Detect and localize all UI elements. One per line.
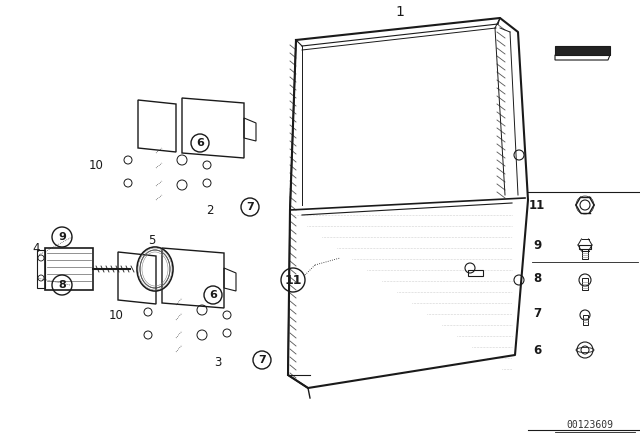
Text: 3: 3 bbox=[214, 356, 221, 369]
Text: 7: 7 bbox=[533, 306, 541, 319]
Text: 7: 7 bbox=[258, 355, 266, 365]
Text: 4: 4 bbox=[32, 241, 40, 254]
Text: 2: 2 bbox=[206, 203, 214, 216]
Bar bbox=[582, 278, 588, 290]
Text: 8: 8 bbox=[533, 271, 541, 284]
Text: 1: 1 bbox=[396, 5, 404, 19]
Text: 11: 11 bbox=[529, 198, 545, 211]
Bar bbox=[45, 248, 93, 290]
Text: 11: 11 bbox=[284, 273, 301, 287]
Bar bbox=[468, 270, 483, 276]
Bar bbox=[582, 249, 588, 259]
Text: 9: 9 bbox=[533, 238, 541, 251]
Text: 10: 10 bbox=[109, 309, 124, 322]
Text: 00123609: 00123609 bbox=[566, 420, 614, 430]
Bar bbox=[579, 245, 591, 249]
Text: 6: 6 bbox=[196, 138, 204, 148]
Polygon shape bbox=[555, 46, 610, 55]
Bar bbox=[583, 315, 588, 325]
Text: 7: 7 bbox=[246, 202, 254, 212]
Text: 6: 6 bbox=[533, 344, 541, 357]
Text: 6: 6 bbox=[209, 290, 217, 300]
Text: 9: 9 bbox=[58, 232, 66, 242]
Bar bbox=[37, 250, 45, 288]
Text: 10: 10 bbox=[88, 159, 104, 172]
Text: 8: 8 bbox=[58, 280, 66, 290]
Text: 5: 5 bbox=[148, 233, 156, 246]
